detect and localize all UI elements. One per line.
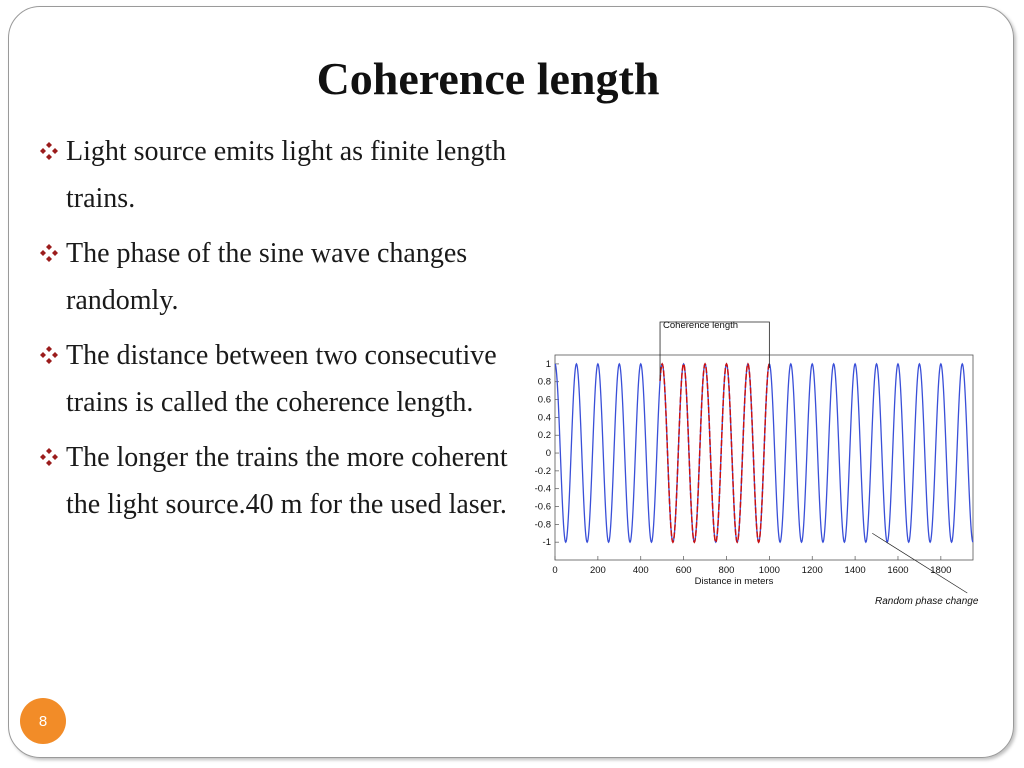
diamond-bullet-icon: [40, 448, 58, 466]
y-tick-label: 0.2: [538, 430, 551, 441]
x-tick-label: 1200: [802, 565, 823, 576]
x-tick-label: 1600: [887, 565, 908, 576]
bullet-text: The distance between two consecutive tra…: [66, 340, 497, 418]
y-tick-label: -0.6: [535, 502, 551, 513]
slide-frame: [8, 6, 1014, 758]
diamond-bullet-icon: [40, 346, 58, 364]
y-tick-label: 0.6: [538, 395, 551, 406]
page-number-badge: 8: [20, 698, 66, 744]
coherence-length-label: Coherence length: [663, 320, 738, 331]
y-tick-label: -0.8: [535, 519, 551, 530]
x-axis-label: Distance in meters: [695, 576, 774, 587]
diamond-bullet-icon: [40, 244, 58, 262]
x-tick-label: 1000: [759, 565, 780, 576]
bullet-item: The distance between two consecutive tra…: [36, 332, 516, 426]
phase-change-pointer: [872, 532, 968, 594]
bullet-text: The longer the trains the more coherent …: [66, 442, 508, 520]
plot-frame: [554, 354, 974, 561]
slide-title: Coherence length: [316, 53, 660, 104]
y-tick-label: 0: [546, 448, 551, 459]
x-tick-label: 600: [676, 565, 692, 576]
y-tick-label: -0.2: [535, 466, 551, 477]
diamond-bullet-icon: [40, 142, 58, 160]
x-tick-label: 200: [590, 565, 606, 576]
bullet-item: The longer the trains the more coherent …: [36, 434, 516, 528]
x-tick-label: 800: [719, 565, 735, 576]
bullet-text: Light source emits light as finite lengt…: [66, 136, 507, 214]
bullet-text: The phase of the sine wave changes rando…: [66, 238, 468, 316]
x-tick-label: 1800: [930, 565, 951, 576]
y-tick-label: 0.8: [538, 377, 551, 388]
coherence-chart: 1 0.8 0.6 0.4 0.2 0 -0.2 -0.4 -0.6 -0.8 -1 0 200 400 6…: [535, 320, 979, 607]
random-phase-change-label: Random phase change: [875, 596, 979, 607]
y-tick-label: 0.4: [538, 412, 551, 423]
bullet-item: Light source emits light as finite lengt…: [36, 128, 516, 222]
y-tick-label: -1: [543, 537, 551, 548]
y-tick-label: 1: [546, 359, 551, 370]
bullet-item: The phase of the sine wave changes rando…: [36, 230, 516, 324]
coherence-length-bracket: [659, 321, 770, 380]
x-tick-label: 0: [552, 565, 557, 576]
series-line-1: [659, 362, 771, 544]
bullet-list: Light source emits light as finite lengt…: [36, 128, 516, 536]
y-tick-label: -0.4: [535, 484, 551, 495]
x-tick-label: 1400: [845, 565, 866, 576]
x-tick-label: 400: [633, 565, 649, 576]
